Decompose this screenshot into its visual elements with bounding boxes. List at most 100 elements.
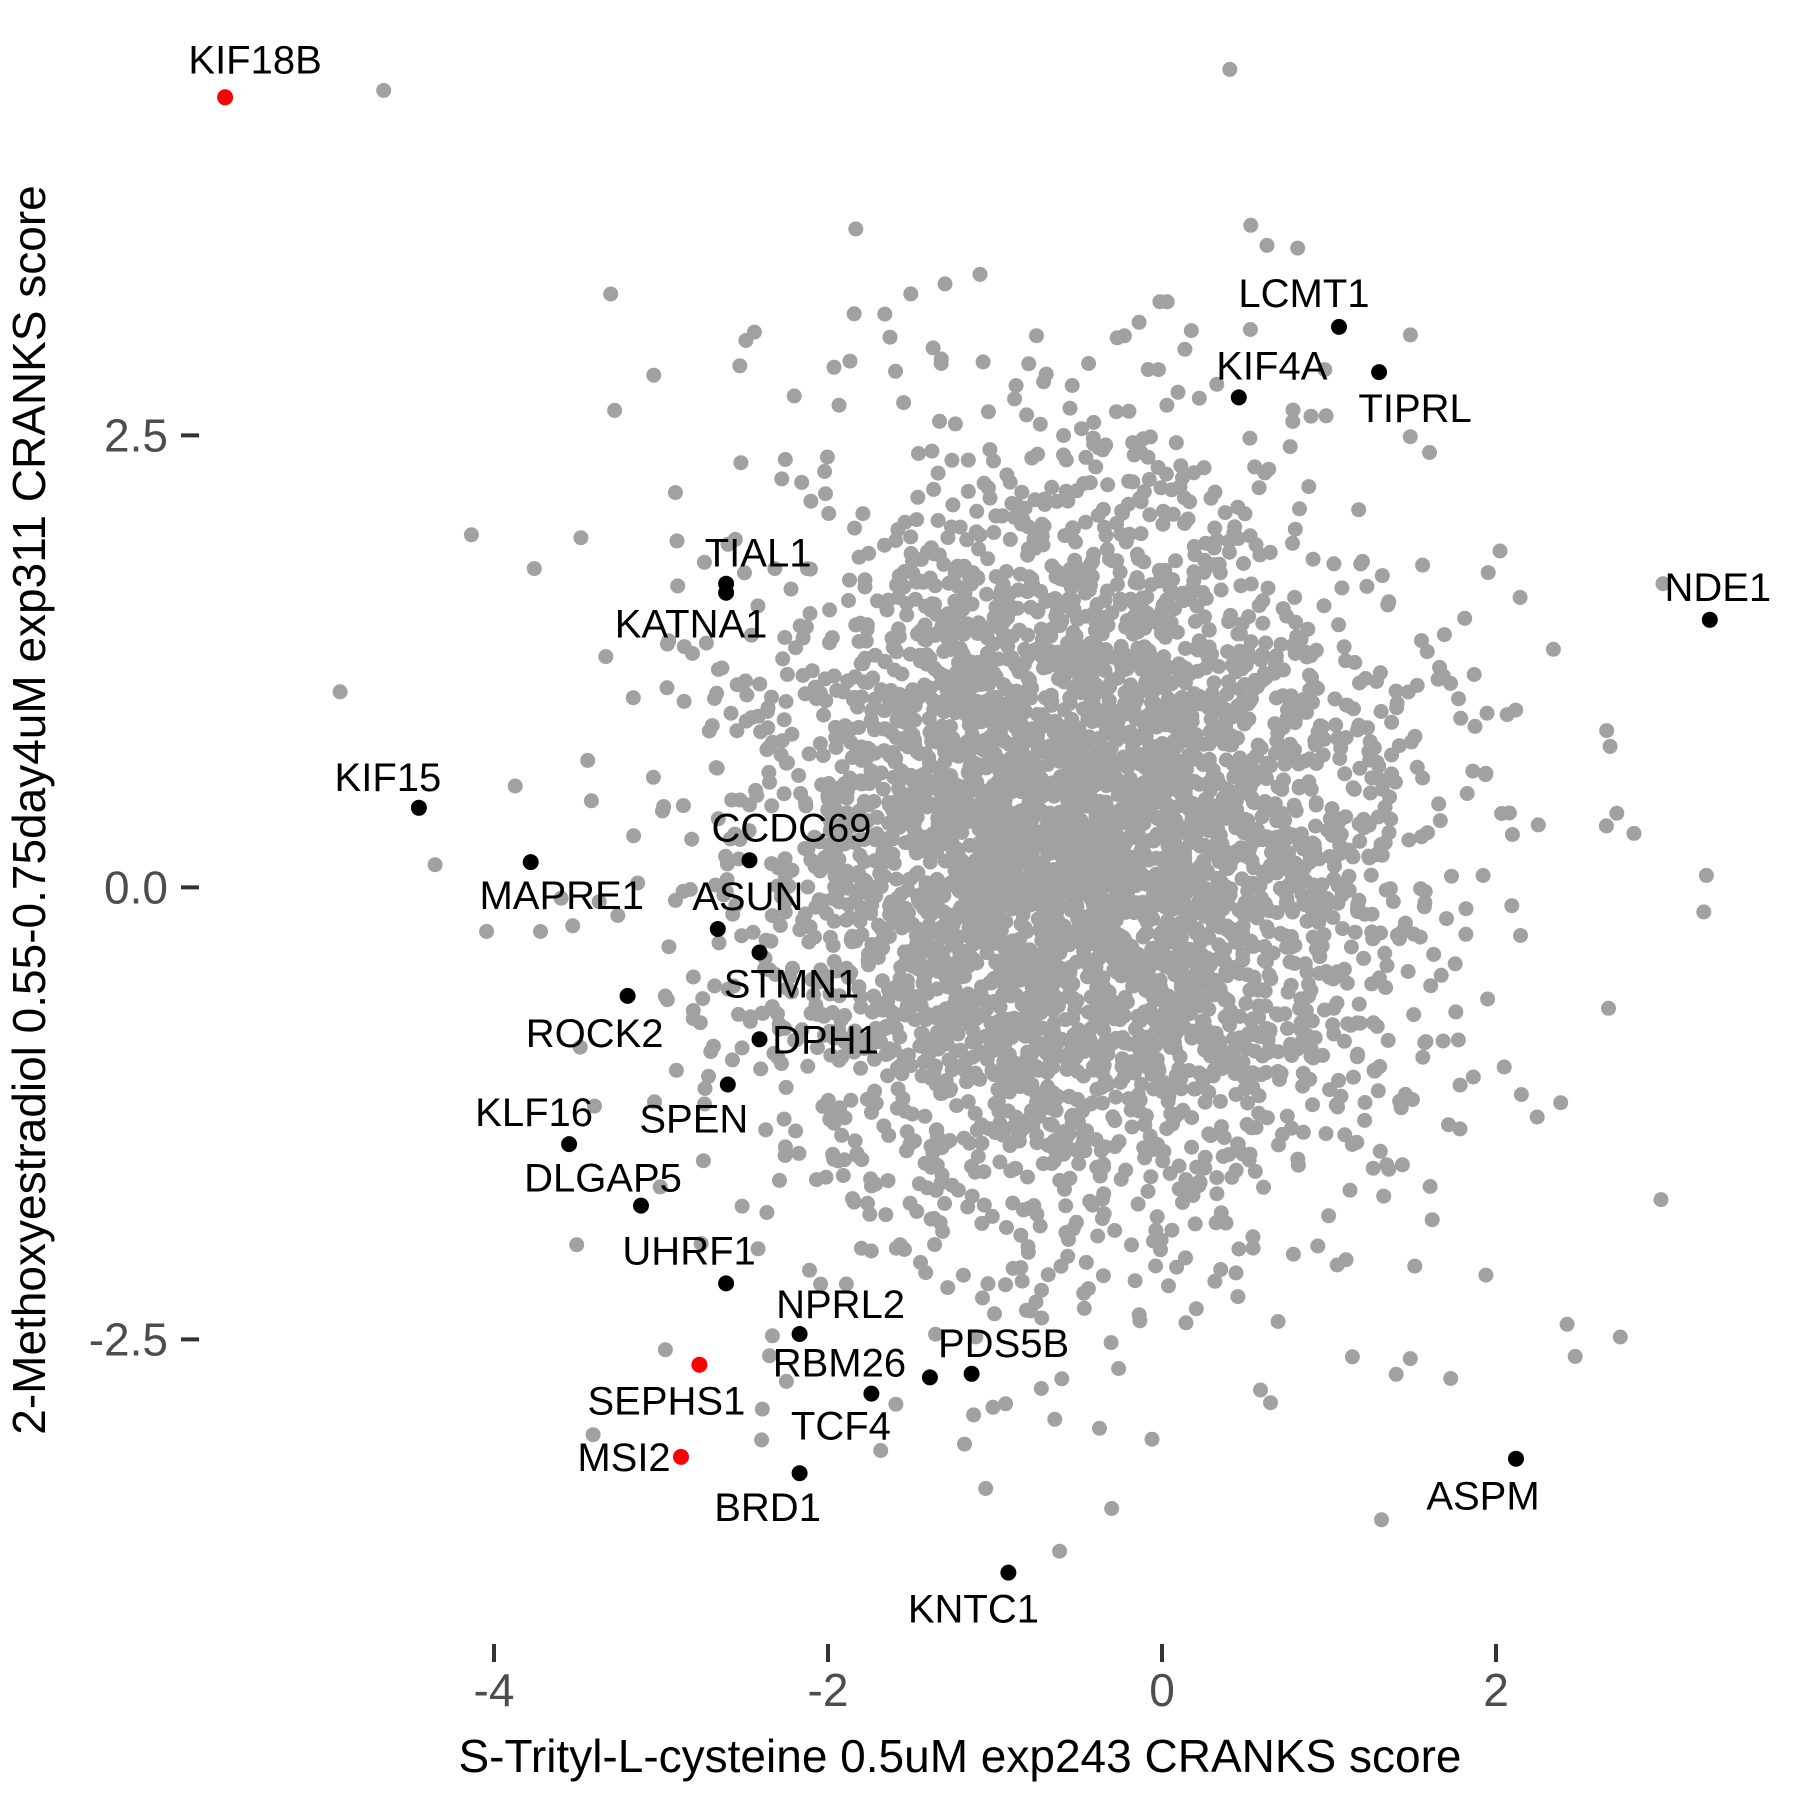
- background-data-point: [775, 651, 791, 667]
- background-data-point: [1602, 738, 1618, 754]
- background-data-point: [1052, 1543, 1068, 1559]
- background-data-point: [1002, 531, 1018, 547]
- background-data-point: [1060, 989, 1076, 1005]
- background-data-point: [1225, 1031, 1241, 1047]
- background-data-point: [802, 606, 818, 621]
- background-data-point: [1228, 1087, 1244, 1102]
- background-data-point: [1344, 1349, 1360, 1365]
- background-data-point: [797, 906, 813, 922]
- background-data-point: [1328, 1097, 1344, 1113]
- background-data-point: [1206, 772, 1222, 788]
- background-data-point: [778, 1079, 794, 1095]
- background-data-point: [1475, 868, 1491, 883]
- background-data-point: [788, 640, 804, 656]
- background-data-point: [1109, 732, 1125, 748]
- background-data-point: [1504, 827, 1520, 842]
- background-data-point: [1048, 569, 1064, 585]
- background-data-point: [1261, 461, 1277, 477]
- background-data-point: [1015, 1202, 1031, 1218]
- background-data-point: [1215, 888, 1231, 904]
- background-data-point: [1492, 543, 1508, 559]
- gene-label: KIF18B: [188, 38, 321, 82]
- background-data-point: [1133, 614, 1149, 630]
- background-data-point: [988, 689, 1004, 705]
- background-data-point: [1364, 770, 1380, 786]
- background-data-point: [1020, 547, 1036, 563]
- gene-label: SPEN: [639, 1098, 748, 1142]
- background-data-point: [1277, 756, 1293, 772]
- background-data-point: [987, 993, 1003, 1009]
- background-data-point: [1287, 589, 1303, 605]
- background-data-point: [1174, 1180, 1190, 1196]
- background-data-point: [886, 855, 902, 871]
- background-data-point: [1133, 1048, 1149, 1064]
- background-data-point: [1110, 757, 1126, 773]
- background-data-point: [1044, 697, 1059, 713]
- background-data-point: [929, 871, 945, 887]
- background-data-point: [1355, 553, 1370, 569]
- background-data-point: [945, 497, 961, 513]
- background-data-point: [1133, 652, 1149, 668]
- background-data-point: [863, 1243, 879, 1259]
- background-data-point: [533, 924, 548, 939]
- background-data-point: [1058, 452, 1074, 468]
- background-data-point: [1381, 1161, 1397, 1177]
- background-data-point: [463, 527, 479, 543]
- background-data-point: [1357, 1095, 1373, 1110]
- background-data-point: [974, 1135, 990, 1151]
- background-data-point: [630, 875, 646, 891]
- background-data-point: [1191, 776, 1207, 792]
- background-data-point: [877, 654, 893, 670]
- background-data-point: [1116, 1007, 1132, 1023]
- background-data-point: [979, 586, 995, 602]
- background-data-point: [1078, 514, 1094, 530]
- background-data-point: [737, 565, 752, 581]
- background-data-point: [1160, 717, 1176, 733]
- background-data-point: [1199, 559, 1215, 575]
- background-data-point: [1004, 651, 1020, 667]
- background-data-point: [1237, 895, 1253, 911]
- background-data-point: [1213, 582, 1229, 598]
- background-data-point: [1246, 971, 1262, 987]
- background-data-point: [1209, 1170, 1225, 1186]
- background-data-point: [1101, 984, 1117, 1000]
- background-data-point: [1259, 771, 1275, 787]
- background-data-point: [1057, 528, 1073, 544]
- background-data-point: [1127, 575, 1143, 591]
- background-data-point: [1092, 1420, 1107, 1436]
- background-data-point: [1132, 1092, 1148, 1108]
- background-data-point: [1327, 691, 1343, 707]
- background-data-point: [1191, 950, 1207, 966]
- background-data-point: [913, 1254, 928, 1270]
- labeled-data-point: [791, 1326, 808, 1342]
- background-data-point: [791, 1145, 807, 1161]
- gene-label: PDS5B: [938, 1322, 1069, 1366]
- background-data-point: [1153, 809, 1169, 825]
- background-data-point: [815, 748, 831, 763]
- background-data-point: [829, 682, 845, 698]
- background-data-point: [1300, 621, 1316, 637]
- background-data-point: [507, 778, 523, 794]
- background-data-point: [937, 853, 953, 869]
- background-data-point: [1013, 1227, 1029, 1243]
- background-data-point: [427, 857, 443, 873]
- background-data-point: [840, 897, 856, 913]
- background-data-point: [1261, 945, 1277, 961]
- background-data-point: [962, 837, 978, 853]
- background-data-point: [892, 1029, 908, 1045]
- background-data-point: [1005, 816, 1021, 832]
- background-data-point: [910, 489, 926, 505]
- background-data-point: [1297, 873, 1313, 889]
- background-data-point: [1380, 1032, 1396, 1048]
- background-data-point: [760, 720, 776, 736]
- background-data-point: [1337, 766, 1353, 782]
- background-data-point: [1379, 958, 1395, 974]
- background-data-point: [1270, 725, 1286, 741]
- background-data-point: [1136, 484, 1152, 500]
- background-data-point: [1279, 828, 1295, 844]
- background-data-point: [1397, 915, 1413, 931]
- background-data-point: [1012, 566, 1028, 582]
- background-data-point: [1141, 472, 1157, 487]
- background-data-point: [1363, 867, 1379, 883]
- background-data-point: [1072, 671, 1088, 687]
